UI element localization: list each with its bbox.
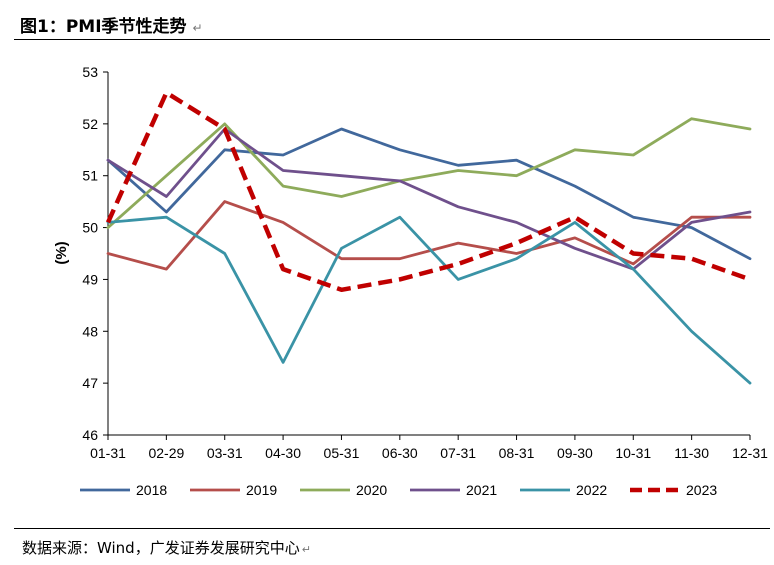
x-tick-label: 11-30 — [674, 445, 709, 461]
legend-item-2019: 2019 — [190, 482, 277, 498]
x-tick-label: 10-31 — [615, 445, 651, 461]
y-tick-label: 51 — [82, 168, 98, 184]
legend-item-2018: 2018 — [80, 482, 167, 498]
x-tick-label: 08-31 — [499, 445, 535, 461]
y-tick-label: 46 — [82, 427, 98, 443]
y-tick-label: 52 — [82, 116, 98, 132]
series-line-2022 — [106, 215, 752, 385]
x-tick-label: 09-30 — [557, 445, 593, 461]
x-tick-label: 01-31 — [90, 445, 126, 461]
legend-label: 2022 — [576, 482, 607, 498]
y-tick-label: 49 — [82, 271, 98, 287]
legend-label: 2019 — [246, 482, 277, 498]
legend-label: 2021 — [466, 482, 497, 498]
series-line-2018 — [106, 127, 752, 261]
pmi-line-chart: 46 47 48 49 50 51 52 53 01-31 02-29 03-31 04-30 05-3… — [53, 64, 768, 498]
x-tick-label: 12-31 — [732, 445, 768, 461]
x-tick-label: 06-30 — [382, 445, 418, 461]
paragraph-mark-icon: ↵ — [192, 21, 203, 35]
y-tick-label: 53 — [82, 64, 98, 80]
x-tick-label: 07-31 — [440, 445, 476, 461]
source-paragraph-mark-icon: ↵ — [301, 543, 311, 556]
legend-item-2023: 2023 — [630, 482, 717, 498]
series-line-2023 — [105, 90, 751, 293]
x-tick-label: 02-29 — [148, 445, 184, 461]
y-axis-label: (%) — [53, 241, 70, 264]
chart-legend: 2018 2019 2020 2021 2022 2023 — [80, 482, 717, 498]
legend-item-2022: 2022 — [520, 482, 607, 498]
x-tick-label: 04-30 — [265, 445, 301, 461]
y-tick-label: 47 — [82, 375, 98, 391]
chart-ticks: 46 47 48 49 50 51 52 53 01-31 02-29 03-31 04-30 05-3… — [82, 64, 768, 461]
legend-item-2020: 2020 — [300, 482, 387, 498]
legend-item-2021: 2021 — [410, 482, 497, 498]
y-tick-label: 50 — [82, 220, 98, 236]
data-source-text: 数据来源：Wind，广发证券发展研究中心 — [22, 539, 300, 557]
figure-title: 图1：PMI季节性走势 ↵ — [20, 12, 203, 37]
legend-label: 2020 — [356, 482, 387, 498]
chart-series — [105, 90, 752, 385]
series-line-2021 — [106, 127, 752, 271]
x-tick-label: 05-31 — [324, 445, 360, 461]
y-tick-label: 48 — [82, 323, 98, 339]
top-rule — [14, 39, 770, 40]
x-tick-label: 03-31 — [207, 445, 243, 461]
series-line-2020 — [106, 117, 752, 230]
bottom-rule — [14, 528, 770, 529]
legend-label: 2023 — [686, 482, 717, 498]
series-line-2019 — [106, 200, 752, 271]
data-source: 数据来源：Wind，广发证券发展研究中心 ↵ — [22, 537, 311, 558]
figure-title-text: 图1：PMI季节性走势 — [20, 17, 187, 37]
legend-label: 2018 — [136, 482, 167, 498]
